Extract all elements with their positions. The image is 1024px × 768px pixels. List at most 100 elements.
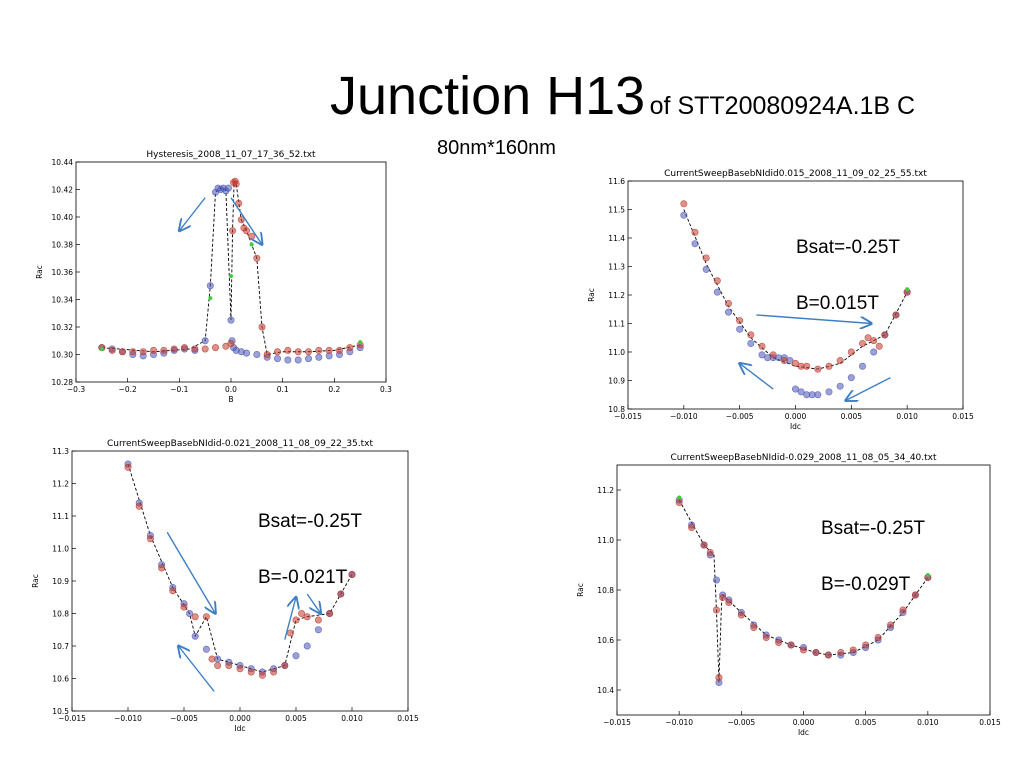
sweep-arrow [230,197,262,245]
chart-title: CurrentSweepBasebNIdid-0.021_2008_11_08_… [107,439,373,449]
y-tick-label: 11.2 [608,291,625,300]
x-tick-label: 0.3 [380,385,392,394]
data-point-blue [691,240,699,248]
x-tick-label: 0.1 [277,385,289,394]
x-tick-label: −0.3 [67,385,85,394]
data-point-blue [294,356,302,364]
data-point-red [314,616,322,624]
data-point-blue [227,316,235,324]
x-tick-label: 0.2 [328,385,340,394]
data-point-red [348,571,356,579]
data-point-blue [736,325,744,333]
data-point-red [691,228,699,236]
sweep-arrow [178,646,215,692]
data-point-red [911,591,919,599]
x-tick-label: −0.015 [58,714,86,723]
data-point-red [243,227,251,235]
data-point-green [358,340,363,345]
y-tick-label: 10.4 [597,686,614,695]
data-point-red [227,340,235,348]
y-tick-label: 11.0 [52,545,69,554]
data-point-blue [253,351,261,359]
data-point-red [881,331,889,339]
data-point-blue [224,184,232,192]
x-tick-label: 0.005 [855,718,877,727]
data-point-red [892,311,900,319]
data-point-red [899,606,907,614]
plot-sweep-neg0029: CurrentSweepBasebNIdid-0.029_2008_11_08_… [576,453,1001,737]
x-axis-label: Idc [790,422,801,431]
plot-hysteresis: Hysteresis_2008_11_07_17_36_52.txt −0.3 −0… [35,150,392,404]
plot-area [616,464,991,716]
sweep-arrow [179,197,206,231]
x-tick-label: −0.015 [614,412,642,421]
data-point-blue [758,351,766,359]
data-point-red [874,634,882,642]
x-tick-label: 0.005 [285,714,307,723]
x-tick-label: −0.005 [170,714,198,723]
data-point-red [247,668,255,676]
data-point-blue [314,626,322,634]
data-point-red [124,463,132,471]
y-tick-label: 11.6 [608,177,625,186]
y-axis-label: Rac [31,574,40,588]
data-point-blue [725,308,733,316]
y-tick-label: 11.0 [608,348,625,357]
annotation-bsat-neg0021: Bsat=-0.25T B=-0.021T [258,480,362,620]
data-point-red [160,346,168,354]
data-point-red [129,348,137,356]
sweep-arrow [740,363,774,390]
x-tick-label: 0.010 [341,714,363,723]
data-point-red [237,216,245,224]
data-point-red [836,357,844,365]
data-point-red [208,655,216,663]
data-point-green [249,242,254,247]
annotation-line2: B=0.015T [796,293,879,314]
y-tick-label: 11.0 [597,536,614,545]
data-point-blue [836,382,844,390]
y-tick-label: 10.40 [52,213,74,222]
data-point-red [715,674,723,682]
x-tick-label: 0.0 [225,385,237,394]
data-point-red [135,502,143,510]
data-point-blue [747,339,755,347]
y-tick-label: 10.8 [608,405,625,414]
data-point-red [119,348,127,356]
x-tick-label: −0.010 [670,412,698,421]
data-point-red [762,634,770,642]
x-tick-label: 0.010 [917,718,939,727]
data-point-red [803,362,811,370]
data-point-red [258,323,266,331]
data-point-red [294,348,302,356]
data-point-green [677,495,682,500]
y-tick-label: 11.5 [608,206,625,215]
data-point-red [180,603,188,611]
x-tick-label: −0.010 [665,718,693,727]
data-point-red [719,594,727,602]
x-tick-label: 0.000 [793,718,815,727]
data-point-blue [858,362,866,370]
annotation-bsat-neg0029: Bsat=-0.25T B=-0.029T [821,487,925,627]
y-tick-label: 11.1 [608,320,625,329]
data-point-red [235,199,243,207]
data-point-blue [713,288,721,296]
data-point-red [346,344,354,352]
data-point-red [191,613,199,621]
data-point-red [780,357,788,365]
sweep-arrow [846,377,891,401]
data-point-red [725,300,733,308]
y-tick-label: 10.44 [52,158,74,167]
data-point-red [214,662,222,670]
data-point-red [758,342,766,350]
y-tick-label: 11.2 [597,486,614,495]
data-point-red [298,610,306,618]
x-axis-label: Idc [798,728,809,737]
data-point-red [750,624,758,632]
data-point-red [326,610,334,618]
data-point-red [315,346,323,354]
data-point-red [814,365,822,373]
y-tick-label: 10.8 [52,610,69,619]
y-tick-label: 10.38 [52,241,74,250]
data-point-red [800,646,808,654]
y-tick-label: 10.32 [52,323,74,332]
